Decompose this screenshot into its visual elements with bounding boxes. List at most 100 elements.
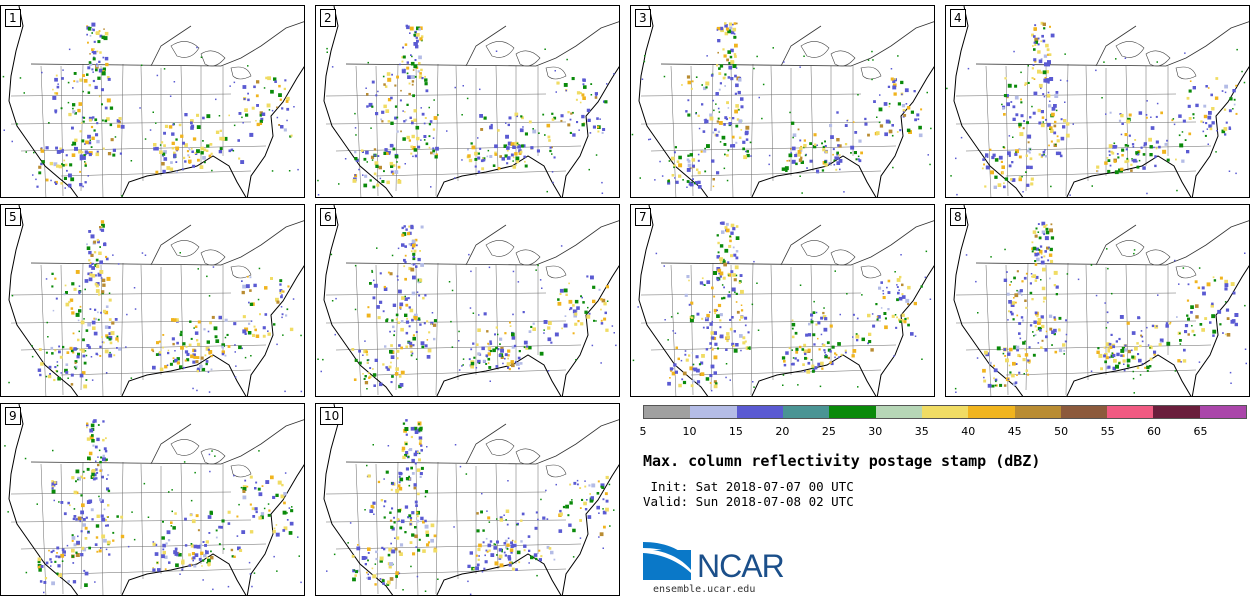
reflectivity-cell [1051, 106, 1056, 111]
reflectivity-cell [1096, 170, 1098, 172]
reflectivity-cell [385, 319, 389, 323]
reflectivity-cell [91, 266, 95, 270]
reflectivity-cell [727, 29, 732, 34]
reflectivity-cell [990, 256, 992, 258]
reflectivity-cell [408, 92, 411, 96]
reflectivity-cell [101, 336, 103, 338]
reflectivity-cell [391, 549, 396, 554]
reflectivity-cell [567, 111, 570, 114]
reflectivity-cell [1187, 333, 1190, 336]
reflectivity-cell [300, 581, 302, 584]
reflectivity-cell [415, 450, 419, 455]
reflectivity-cell [684, 293, 688, 297]
reflectivity-cell [724, 226, 728, 230]
reflectivity-cell [477, 170, 481, 174]
reflectivity-cell [904, 88, 909, 93]
reflectivity-cell [993, 364, 995, 367]
reflectivity-cell [393, 521, 396, 524]
reflectivity-cell [590, 94, 593, 96]
reflectivity-cell [38, 348, 42, 351]
reflectivity-cell [1037, 321, 1041, 325]
reflectivity-cell [52, 485, 55, 488]
reflectivity-cell [144, 138, 147, 140]
reflectivity-cell [426, 543, 430, 547]
reflectivity-cell [401, 296, 405, 300]
reflectivity-cell [537, 264, 539, 267]
reflectivity-cell [383, 516, 386, 519]
reflectivity-cell [582, 83, 585, 86]
reflectivity-cell [717, 39, 721, 43]
reflectivity-cell [208, 453, 211, 456]
reflectivity-cell [914, 335, 917, 337]
reflectivity-cell [428, 331, 431, 334]
reflectivity-cell [194, 471, 196, 474]
reflectivity-cell [1045, 227, 1049, 231]
reflectivity-cell [1026, 121, 1029, 125]
reflectivity-cell [784, 166, 789, 171]
reflectivity-cell [559, 293, 562, 295]
reflectivity-cell [105, 257, 109, 261]
reflectivity-cell [506, 362, 511, 366]
reflectivity-cell [822, 145, 825, 149]
reflectivity-cell [108, 353, 113, 358]
reflectivity-cell [888, 129, 893, 134]
reflectivity-cell [1012, 105, 1016, 109]
reflectivity-cell [404, 427, 409, 431]
reflectivity-cell [66, 544, 69, 547]
reflectivity-cell [474, 158, 478, 161]
reflectivity-cell [109, 341, 113, 345]
reflectivity-cell [1040, 110, 1044, 114]
reflectivity-cell [701, 84, 703, 86]
reflectivity-cell [836, 161, 841, 165]
reflectivity-cell [701, 277, 704, 280]
reflectivity-cell [1123, 363, 1125, 365]
reflectivity-cell [590, 496, 594, 500]
reflectivity-cell [102, 67, 106, 71]
reflectivity-cell [413, 452, 418, 457]
reflectivity-cell [552, 181, 554, 184]
reflectivity-cell [255, 334, 260, 338]
reflectivity-cell [397, 179, 402, 184]
reflectivity-cell [186, 358, 190, 362]
reflectivity-cell [417, 281, 420, 284]
reflectivity-cell [1134, 139, 1137, 141]
reflectivity-cell [1017, 353, 1021, 357]
reflectivity-cell [983, 379, 987, 383]
reflectivity-cell [716, 278, 720, 282]
reflectivity-cell [398, 344, 401, 347]
reflectivity-cell [740, 97, 744, 101]
reflectivity-cell [371, 105, 374, 108]
website-url[interactable]: ensemble.ucar.edu [653, 584, 756, 595]
reflectivity-cell [825, 150, 828, 154]
reflectivity-cell [93, 419, 97, 423]
reflectivity-cell [844, 349, 847, 352]
reflectivity-cell [1040, 155, 1043, 159]
reflectivity-cell [1179, 332, 1181, 335]
reflectivity-cell [564, 315, 567, 317]
reflectivity-cell [418, 62, 421, 65]
reflectivity-cell [1192, 86, 1196, 90]
reflectivity-cell [483, 567, 486, 570]
reflectivity-cell [983, 163, 985, 166]
reflectivity-cell [824, 317, 828, 321]
reflectivity-cell [719, 261, 722, 264]
reflectivity-cell [382, 363, 385, 366]
reflectivity-cell [157, 568, 161, 572]
reflectivity-cell [500, 355, 504, 359]
reflectivity-cell [575, 98, 578, 101]
reflectivity-cell [405, 24, 408, 28]
reflectivity-cell [81, 139, 85, 143]
reflectivity-cell [91, 68, 94, 71]
reflectivity-cell [387, 120, 391, 123]
reflectivity-cell [1132, 145, 1135, 148]
reflectivity-cell [80, 494, 83, 497]
reflectivity-cell [83, 79, 88, 83]
reflectivity-cell [1191, 329, 1195, 333]
reflectivity-cell [1212, 334, 1215, 337]
reflectivity-cell [549, 149, 552, 153]
reflectivity-cell [194, 152, 197, 154]
reflectivity-cell [792, 362, 795, 366]
state-borders [325, 461, 582, 595]
colorbar-tick-label: 20 [775, 425, 790, 438]
reflectivity-cell [726, 339, 729, 343]
